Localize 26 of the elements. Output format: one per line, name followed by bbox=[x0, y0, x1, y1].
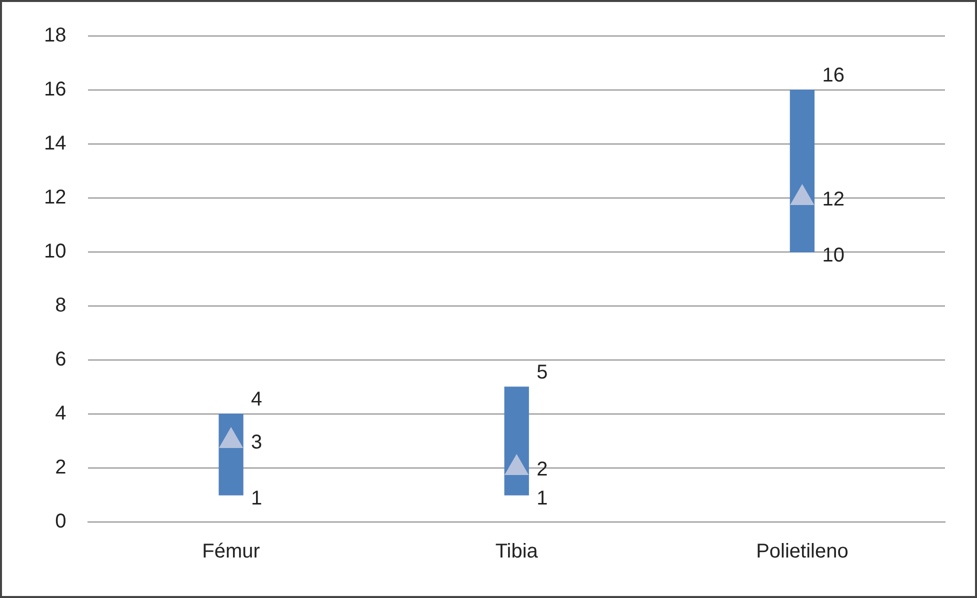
annotation: 5 bbox=[536, 362, 548, 384]
y-tick-label: 12 bbox=[44, 186, 66, 209]
point bbox=[219, 428, 243, 448]
annotation: 4 bbox=[251, 388, 262, 411]
y-tick-label: 10 bbox=[44, 240, 66, 263]
annotation: 2 bbox=[536, 458, 548, 481]
y-tick-label: 0 bbox=[55, 510, 66, 533]
annotation: 3 bbox=[251, 432, 262, 454]
annotation: 1 bbox=[251, 488, 262, 510]
annotation: 12 bbox=[822, 188, 844, 211]
y-tick-label: 4 bbox=[55, 402, 66, 425]
bar bbox=[790, 90, 815, 252]
point bbox=[504, 454, 528, 475]
x-tick-label: Polietileno bbox=[756, 540, 848, 563]
y-tick-label: 16 bbox=[44, 78, 66, 101]
annotation: 1 bbox=[536, 488, 548, 510]
x-tick-label: Fémur bbox=[202, 540, 260, 563]
point bbox=[790, 184, 814, 205]
x-tick-label: Tibia bbox=[495, 540, 539, 563]
y-tick-label: 18 bbox=[44, 24, 66, 47]
y-tick-label: 2 bbox=[55, 456, 66, 479]
y-tick-label: 14 bbox=[44, 132, 66, 155]
annotation: 10 bbox=[822, 244, 844, 267]
y-tick-label: 8 bbox=[55, 294, 66, 317]
annotation: 16 bbox=[822, 64, 844, 87]
y-tick-label: 6 bbox=[55, 348, 66, 371]
